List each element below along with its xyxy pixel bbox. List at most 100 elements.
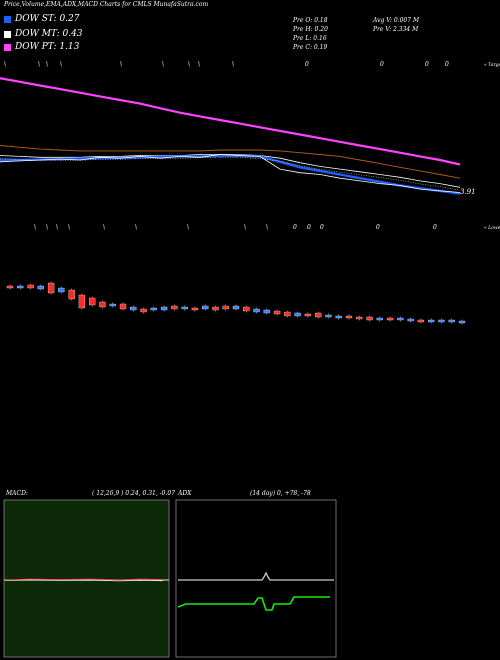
signal-marker: \ (103, 224, 105, 231)
stat-high: Pre H: 0.20 (293, 26, 328, 33)
adx-params: (14 day) 0, +78, -78 (250, 490, 311, 497)
stat-avg-volume: Avg V: 0.007 M (373, 17, 420, 24)
legend-swatch (4, 15, 11, 23)
lowest-label: « Lowest (484, 225, 500, 231)
legend-dow-mt: DOW MT: 0.43 (4, 29, 83, 39)
candle-body (160, 306, 168, 311)
legend-swatch (4, 43, 11, 51)
legend-label: DOW PT: 1.13 (15, 42, 80, 52)
signal-marker: \ (232, 61, 234, 68)
price-ema-chart: \ \ \ \ \ \ \ \ \ 0 0 0 0 « Target 3.91 (0, 61, 500, 196)
candle-body (356, 316, 363, 320)
signal-marker: 0 (433, 224, 437, 231)
signal-marker: 0 (380, 61, 384, 68)
candle-body (284, 311, 291, 317)
candle-body (232, 305, 240, 310)
candle-body (263, 309, 270, 314)
candle-body (376, 317, 383, 321)
candle-body (130, 306, 137, 311)
macd-params: ( 12,26,9 ) 0.24, 0.31, -0.07 (92, 490, 175, 497)
macd-title: MACD: (5, 490, 28, 497)
candle-body (325, 314, 332, 318)
signal-marker: 0 (445, 61, 449, 68)
signal-marker: \ (60, 61, 62, 68)
candle-body (119, 303, 127, 310)
signal-marker: 0 (376, 224, 380, 231)
adx-plot-area (175, 499, 337, 658)
signal-marker: \ (135, 224, 137, 231)
ema-series-line (0, 77, 461, 166)
candle-body (212, 306, 219, 311)
signal-marker: 0 (305, 61, 309, 68)
candle-body (448, 319, 455, 323)
candle-body (458, 320, 466, 324)
candle-body (150, 307, 157, 311)
signal-marker: \ (68, 224, 70, 231)
candle-body (6, 285, 14, 289)
last-price-label: 3.91 (460, 188, 476, 196)
candle-body (335, 315, 342, 319)
signal-marker: \ (162, 61, 164, 68)
candle-body (99, 301, 106, 308)
candle-body (202, 305, 209, 310)
ema-dotted-line (0, 157, 461, 191)
signal-marker: \ (46, 61, 48, 68)
candle-body (109, 303, 116, 307)
legend-dow-pt: DOW PT: 1.13 (4, 42, 79, 52)
legend-label: DOW ST: 0.27 (15, 14, 80, 24)
signal-marker: \ (120, 61, 122, 68)
signal-marker: \ (46, 224, 48, 231)
candle-body (428, 319, 435, 323)
signal-marker: \ (56, 224, 58, 231)
candle-body (222, 305, 229, 310)
signal-marker: 0 (425, 61, 429, 68)
stat-low: Pre L: 0.16 (293, 35, 327, 42)
candle-body (417, 319, 425, 323)
signal-marker: \ (34, 224, 36, 231)
candle-body (407, 318, 414, 322)
signal-marker: 0 (307, 224, 311, 231)
candle-body (27, 284, 34, 289)
signal-marker: \ (188, 61, 190, 68)
legend-swatch (4, 30, 11, 38)
ema-series-line (0, 154, 461, 193)
legend-label: DOW MT: 0.43 (15, 29, 83, 39)
candle-body (78, 294, 86, 309)
candle-body (386, 317, 394, 321)
macd-plot-area (3, 499, 170, 658)
candle-body (171, 305, 178, 310)
adx-panel: ADX (14 day) 0, +78, -78 (175, 490, 337, 658)
ema-series-line (0, 145, 461, 179)
candle-body (315, 312, 322, 318)
ema-series-line (0, 154, 461, 195)
stats-left: Pre O: 0.18 Pre H: 0.20 Pre L: 0.16 Pre … (293, 16, 328, 52)
candle-body (438, 319, 445, 323)
signal-marker: \ (244, 224, 246, 231)
candle-body (273, 310, 281, 315)
candle-body (68, 289, 75, 300)
stat-close: Pre C: 0.19 (293, 44, 328, 51)
candle-body (294, 312, 301, 317)
adx-line (178, 571, 334, 581)
target-label: « Target (484, 62, 500, 68)
candle-body (253, 308, 260, 313)
signal-marker: 0 (293, 224, 297, 231)
legend-dow-st: DOW ST: 0.27 (4, 14, 80, 24)
candle-body (17, 285, 24, 289)
adx-di-line (177, 596, 330, 611)
candle-body (37, 285, 44, 290)
stat-open: Pre O: 0.18 (293, 17, 328, 24)
stats-right: Avg V: 0.007 M Pre V: 2.334 M (373, 16, 419, 34)
signal-marker: 0 (320, 224, 324, 231)
signal-marker: \ (187, 224, 189, 231)
stat-prev-volume: Pre V: 2.334 M (373, 26, 419, 33)
adx-title: ADX (177, 490, 192, 497)
signal-marker: \ (198, 61, 200, 68)
candle-body (47, 282, 55, 294)
candle-body (58, 287, 65, 293)
signal-marker: \ (38, 61, 40, 68)
candle-body (181, 306, 188, 310)
ema-series-line (0, 154, 461, 188)
candle-body (366, 316, 373, 321)
